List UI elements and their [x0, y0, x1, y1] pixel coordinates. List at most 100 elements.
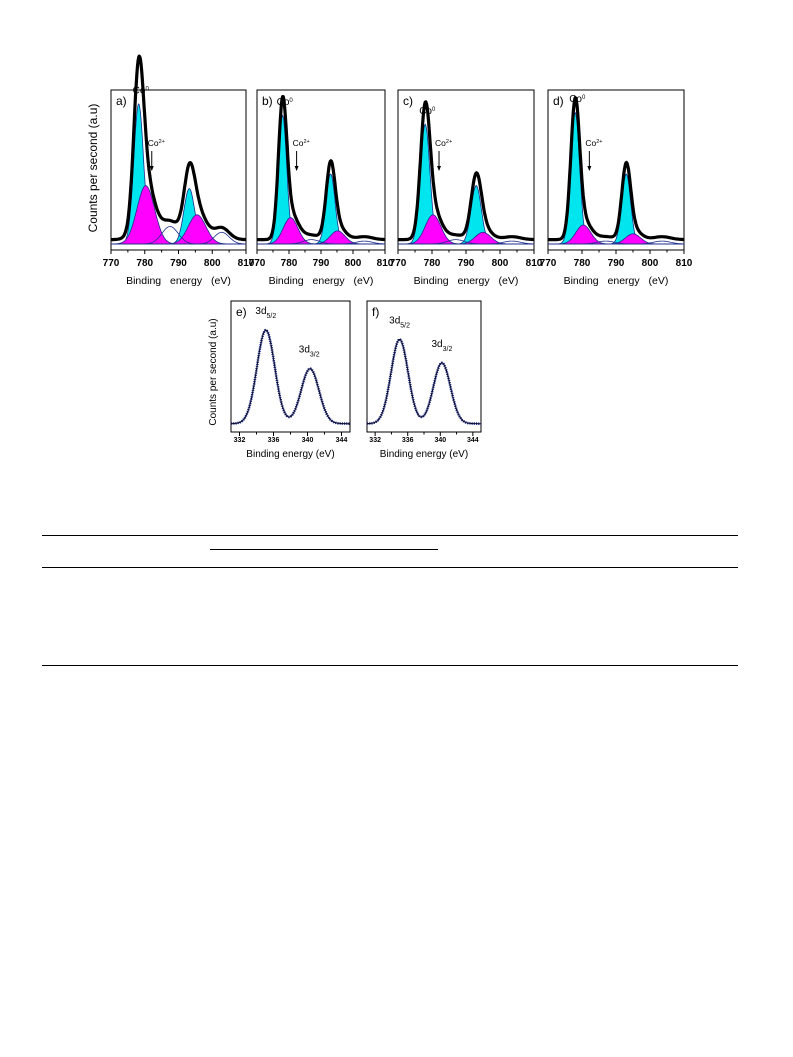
panel-letter: c) [403, 94, 413, 108]
label-co0: Co0 [277, 97, 294, 108]
x-tick-label: 780 [281, 258, 298, 269]
label-co0: Co0 [419, 106, 436, 117]
label-co2-sup: 2+ [446, 139, 452, 145]
x-tick-label: 332 [369, 437, 381, 444]
table-top-rule [42, 535, 738, 536]
x-tick-label: 790 [313, 258, 330, 269]
x-tick-label: 780 [136, 258, 153, 269]
x-tick-label: 810 [676, 258, 693, 269]
y-axis-label-top: Counts per second (a.u) [86, 104, 100, 233]
peak-sat-5 [398, 240, 535, 245]
x-tick-label: 770 [103, 258, 120, 269]
peak-label-sub: 3/2 [443, 345, 453, 352]
x-tick-label: 770 [249, 258, 266, 269]
label-co0-text: Co [419, 106, 432, 117]
panel-letter: f) [372, 305, 379, 319]
peak-label-text: 3d [255, 306, 266, 317]
x-tick-label: 800 [345, 258, 362, 269]
peak-label-text: 3d [389, 315, 400, 326]
x-tick-label: 800 [642, 258, 659, 269]
x-tick-label: 780 [574, 258, 591, 269]
label-co2: Co2+ [435, 138, 452, 148]
x-axis-label: Binding energy (eV) [269, 275, 374, 287]
x-axis-label: Binding energy (eV) [564, 275, 669, 287]
fit-curve [367, 338, 481, 425]
arrow-co2-head [149, 166, 154, 171]
plot-frame [366, 300, 482, 433]
x-tick-label: 800 [492, 258, 509, 269]
label-co2-sup: 2+ [159, 139, 165, 145]
y-axis-label-bottom: Counts per second (a.u) [208, 318, 219, 425]
peak-label-text: 3d [299, 345, 310, 356]
x-axis-label: Binding energy (eV) [414, 275, 519, 287]
peak-label-sub: 5/2 [400, 322, 410, 329]
envelope-line [256, 95, 386, 242]
fit-curve [231, 329, 350, 425]
peak-label-0: 3d5/2 [389, 315, 410, 329]
x-tick-label: 340 [434, 437, 446, 444]
label-co2: Co2+ [148, 138, 165, 148]
peak-label-sub: 3/2 [310, 351, 320, 358]
x-tick-label: 800 [204, 258, 221, 269]
x-axis-label: Binding energy (eV) [380, 449, 468, 460]
label-co0: Co0 [569, 94, 586, 105]
x-axis-label: Binding energy (eV) [126, 275, 231, 287]
x-tick-label: 336 [402, 437, 414, 444]
peak-label-sub: 5/2 [267, 313, 277, 320]
x-tick-label: 790 [458, 258, 475, 269]
peak-sat-5 [257, 240, 386, 245]
envelope-line [110, 54, 247, 242]
arrow-co2-head [294, 166, 299, 171]
table-bottom-rule [42, 665, 738, 666]
x-tick-label: 810 [238, 258, 255, 269]
x-axis-label: Binding energy (eV) [246, 449, 334, 460]
label-co2-sup: 2+ [596, 139, 602, 145]
peak-sat-5 [548, 240, 685, 245]
label-co0-sup: 0 [289, 98, 293, 104]
x-tick-label: 770 [540, 258, 557, 269]
panel-letter: d) [553, 94, 564, 108]
label-co0-text: Co [569, 94, 582, 105]
x-tick-label: 344 [336, 437, 348, 444]
peak-label-1: 3d3/2 [299, 345, 320, 359]
x-tick-label: 336 [268, 437, 280, 444]
data-curve [366, 338, 482, 425]
arrow-co2-head [587, 166, 592, 171]
label-co0-sup: 0 [145, 86, 149, 92]
x-tick-label: 344 [467, 437, 479, 444]
peak-label-1: 3d3/2 [431, 339, 452, 353]
x-tick-label: 780 [424, 258, 441, 269]
label-co2: Co2+ [585, 138, 602, 148]
panel-letter: b) [262, 94, 273, 108]
label-co0-sup: 0 [582, 95, 586, 101]
label-co0: Co0 [133, 85, 150, 96]
panel-letter: a) [116, 94, 127, 108]
label-co0-sup: 0 [432, 107, 436, 113]
x-tick-label: 810 [526, 258, 543, 269]
table-group-rule [210, 549, 438, 550]
x-tick-label: 770 [390, 258, 407, 269]
panel-letter: e) [236, 305, 247, 319]
label-co2-text: Co [435, 138, 446, 148]
label-co2-text: Co [148, 138, 159, 148]
peak-sat-5 [111, 231, 247, 245]
envelope-line [397, 100, 535, 242]
x-tick-label: 810 [377, 258, 394, 269]
label-co2: Co2+ [293, 138, 310, 148]
envelope-line [547, 96, 685, 242]
x-tick-label: 340 [302, 437, 314, 444]
x-tick-label: 332 [234, 437, 246, 444]
table-header-rule [42, 567, 738, 568]
x-tick-label: 790 [170, 258, 187, 269]
label-co2-text: Co [293, 138, 304, 148]
peak-label-text: 3d [431, 339, 442, 350]
arrow-co2-head [437, 166, 442, 171]
label-co0-text: Co [277, 97, 290, 108]
label-co0-text: Co [133, 85, 146, 96]
